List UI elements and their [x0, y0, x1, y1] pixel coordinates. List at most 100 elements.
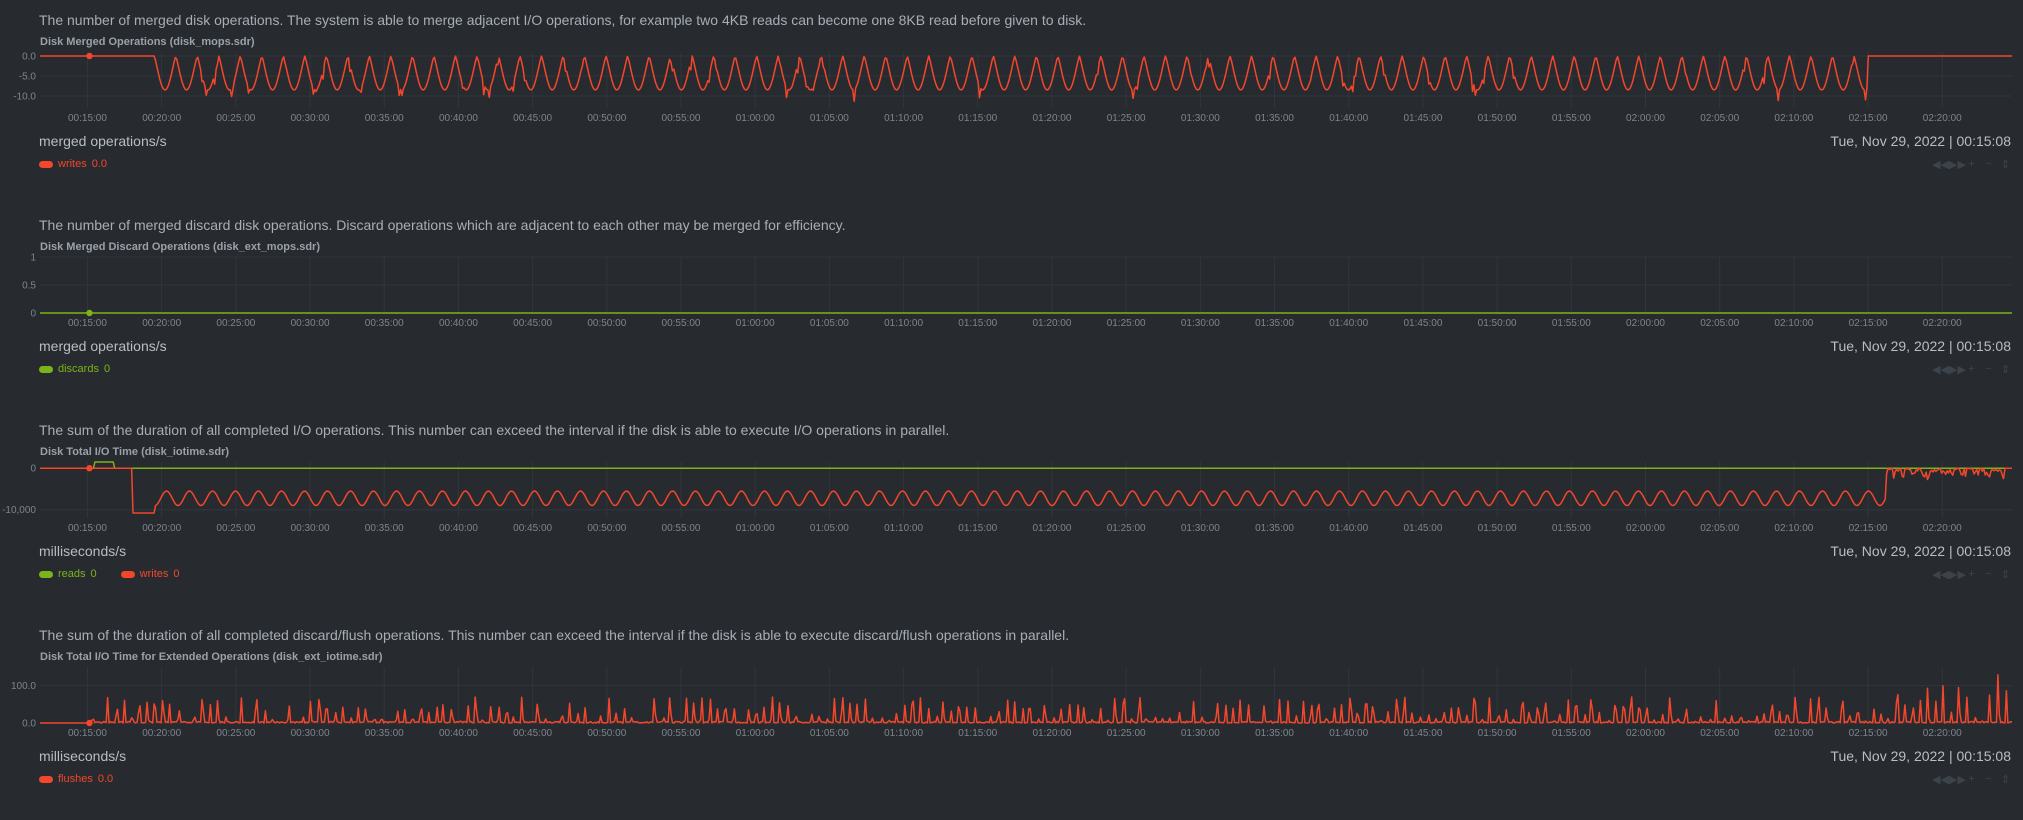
legend-item[interactable]: flushes 0.0	[39, 773, 113, 785]
zoom-out-icon[interactable]: −	[1985, 773, 1992, 785]
chart-plot[interactable]: 00:15:00 00:20:00 00:25:00 00:30:00 00:35:00…	[0, 249, 2023, 333]
chart-section: The number of merged discard disk operat…	[0, 205, 2023, 410]
chart-legend: reads 0 writes 0	[39, 568, 180, 580]
x-tick-label: 01:55:00	[1552, 318, 1591, 329]
x-tick-label: 00:55:00	[662, 113, 701, 124]
x-tick-label: 01:25:00	[1107, 318, 1146, 329]
fast-forward-icon[interactable]: ▶▶	[1949, 364, 1966, 376]
legend-swatch	[39, 775, 53, 783]
rewind-icon[interactable]: ◀◀	[1932, 159, 1949, 171]
zoom-out-icon[interactable]: −	[1985, 568, 1992, 580]
legend-value: 0.0	[97, 773, 114, 785]
x-tick-label: 02:20:00	[1923, 523, 1962, 534]
chart-plot[interactable]: 00:15:00 00:20:00 00:25:00 00:30:00 00:35:00…	[0, 44, 2023, 128]
x-tick-label: 01:05:00	[810, 318, 849, 329]
x-tick-label: 01:25:00	[1107, 728, 1146, 739]
fast-forward-icon[interactable]: ▶▶	[1949, 159, 1966, 171]
zoom-in-icon[interactable]: +	[1968, 568, 1975, 580]
x-tick-label: 02:10:00	[1774, 318, 1813, 329]
x-tick-label: 00:35:00	[365, 728, 404, 739]
resize-icon[interactable]: ⇕	[2000, 569, 2011, 581]
legend-item[interactable]: discards 0	[39, 363, 110, 375]
y-tick-label: 100.0	[11, 681, 36, 692]
legend-label: writes	[58, 158, 87, 170]
zoom-out-icon[interactable]: −	[1985, 158, 1992, 170]
x-tick-label: 00:20:00	[142, 318, 181, 329]
x-tick-label: 00:40:00	[439, 318, 478, 329]
x-tick-label: 00:30:00	[291, 318, 330, 329]
rewind-icon[interactable]: ◀◀	[1932, 569, 1949, 581]
legend-item[interactable]: writes 0	[120, 568, 180, 580]
x-tick-label: 01:05:00	[810, 523, 849, 534]
x-tick-label: 00:55:00	[662, 728, 701, 739]
x-tick-label: 01:40:00	[1329, 523, 1368, 534]
y-tick-label: 0	[30, 309, 36, 320]
chart-plot[interactable]: 00:15:00 00:20:00 00:25:00 00:30:00 00:35:00…	[0, 454, 2023, 538]
y-tick-label: 0.5	[22, 281, 36, 292]
x-tick-label: 01:40:00	[1329, 113, 1368, 124]
x-tick-label: 00:30:00	[291, 523, 330, 534]
x-tick-label: 01:25:00	[1107, 113, 1146, 124]
x-tick-label: 00:45:00	[513, 728, 552, 739]
zoom-in-icon[interactable]: +	[1968, 363, 1975, 375]
x-tick-label: 00:20:00	[142, 113, 181, 124]
x-tick-label: 00:25:00	[216, 523, 255, 534]
chart-timestamp: Tue, Nov 29, 2022 | 00:15:08	[1830, 543, 2011, 559]
resize-icon[interactable]: ⇕	[2000, 364, 2011, 376]
series-line-flushes	[40, 674, 2013, 724]
y-tick-label: 0.0	[22, 719, 36, 730]
rewind-icon[interactable]: ◀◀	[1932, 364, 1949, 376]
chart-description: The sum of the duration of all completed…	[39, 422, 950, 438]
fast-forward-icon[interactable]: ▶▶	[1949, 569, 1966, 581]
rewind-icon[interactable]: ◀◀	[1932, 774, 1949, 786]
legend-swatch	[39, 160, 53, 168]
legend-item[interactable]: reads 0	[39, 568, 97, 580]
chart-section: The sum of the duration of all completed…	[0, 410, 2023, 615]
x-tick-label: 02:10:00	[1774, 113, 1813, 124]
chart-timestamp: Tue, Nov 29, 2022 | 00:15:08	[1830, 133, 2011, 149]
fast-forward-icon[interactable]: ▶▶	[1949, 774, 1966, 786]
chart-section: The sum of the duration of all completed…	[0, 615, 2023, 820]
zoom-in-icon[interactable]: +	[1968, 158, 1975, 170]
x-tick-label: 00:15:00	[68, 113, 107, 124]
x-tick-label: 02:05:00	[1700, 523, 1739, 534]
x-tick-label: 01:40:00	[1329, 318, 1368, 329]
cursor-marker	[86, 719, 93, 727]
x-tick-label: 00:20:00	[142, 523, 181, 534]
legend-swatch	[120, 570, 135, 578]
x-tick-label: 00:15:00	[68, 523, 107, 534]
x-tick-label: 01:20:00	[1032, 318, 1071, 329]
zoom-out-icon[interactable]: −	[1985, 363, 1992, 375]
legend-item[interactable]: writes 0.0	[39, 158, 107, 170]
x-tick-label: 02:05:00	[1700, 113, 1739, 124]
x-tick-label: 00:50:00	[587, 113, 626, 124]
x-tick-label: 01:20:00	[1032, 523, 1071, 534]
legend-swatch	[39, 570, 53, 578]
chart-units: milliseconds/s	[39, 748, 127, 764]
x-tick-label: 02:10:00	[1774, 523, 1813, 534]
chart-plot[interactable]: 00:15:00 00:20:00 00:25:00 00:30:00 00:35:00…	[0, 659, 2023, 743]
chart-toolbox: ◀◀ ▶▶ + − ⇕	[1932, 568, 2011, 581]
resize-icon[interactable]: ⇕	[2000, 774, 2011, 786]
chart-description: The number of merged discard disk operat…	[39, 217, 846, 233]
x-tick-label: 01:35:00	[1255, 728, 1294, 739]
x-tick-label: 00:40:00	[439, 728, 478, 739]
y-tick-label: -10.0	[13, 92, 36, 103]
x-tick-label: 01:10:00	[884, 523, 923, 534]
series-line-writes	[40, 467, 2012, 514]
zoom-in-icon[interactable]: +	[1968, 773, 1975, 785]
x-tick-label: 01:30:00	[1181, 523, 1220, 534]
x-tick-label: 01:10:00	[884, 728, 923, 739]
resize-icon[interactable]: ⇕	[2000, 159, 2011, 171]
x-tick-label: 00:45:00	[513, 318, 552, 329]
x-tick-label: 01:00:00	[736, 113, 775, 124]
x-tick-label: 01:55:00	[1552, 728, 1591, 739]
x-tick-label: 01:50:00	[1478, 728, 1517, 739]
cursor-marker	[86, 52, 93, 60]
x-tick-label: 01:15:00	[958, 113, 997, 124]
x-tick-label: 02:10:00	[1774, 728, 1813, 739]
x-tick-label: 00:35:00	[365, 523, 404, 534]
x-tick-label: 02:20:00	[1923, 113, 1962, 124]
legend-value: 0	[90, 568, 97, 580]
